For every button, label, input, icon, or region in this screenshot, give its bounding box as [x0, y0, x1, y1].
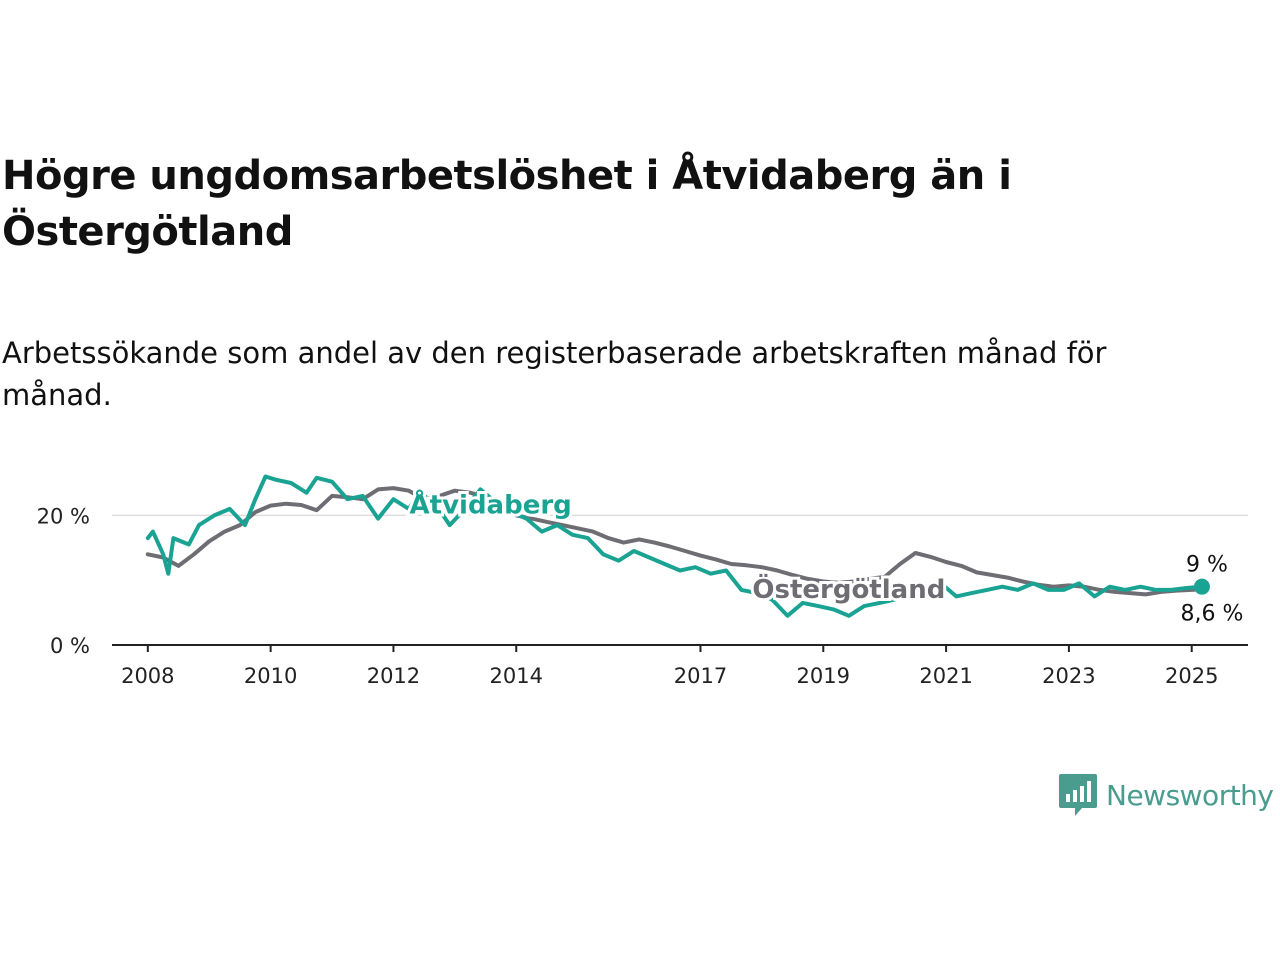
series-line-atvidaberg — [145, 474, 1204, 618]
series-line-ostergotland — [145, 486, 1204, 597]
line-chart: 0 % 20 % 2008 2010 2012 2014 2017 2019 2021 2023 2… — [37, 474, 1248, 688]
x-tick-label: 2023 — [1042, 664, 1095, 688]
x-tick-label: 2025 — [1165, 664, 1218, 688]
brand-name: Newsworthy — [1106, 778, 1274, 812]
x-tick-label: 2019 — [797, 664, 850, 688]
end-point-atvidaberg — [1193, 578, 1210, 595]
brand-logo[interactable]: Newsworthy — [1058, 772, 1274, 818]
x-tick-label: 2012 — [367, 664, 420, 688]
x-tick-label: 2008 — [121, 664, 174, 688]
x-tick-label: 2014 — [490, 664, 543, 688]
series-label-ostergotland: Östergötland — [752, 572, 945, 605]
chart-title: Högre ungdomsarbetslöshet i Åtvidaberg ä… — [2, 153, 1012, 255]
chart-subtitle: Arbetssökande som andel av den registerb… — [2, 336, 1107, 412]
x-tick-label: 2010 — [244, 664, 297, 688]
x-tick-label: 2017 — [674, 664, 727, 688]
end-value-label-atvidaberg: 9 % — [1186, 553, 1228, 578]
y-tick-label: 0 % — [50, 634, 90, 658]
x-tick-label: 2021 — [919, 664, 972, 688]
y-tick-label: 20 % — [37, 504, 90, 528]
newsworthy-logo-icon — [1059, 774, 1097, 816]
end-value-label-ostergotland: 8,6 % — [1181, 601, 1244, 626]
series-label-atvidaberg: Åtvidaberg — [410, 489, 572, 521]
